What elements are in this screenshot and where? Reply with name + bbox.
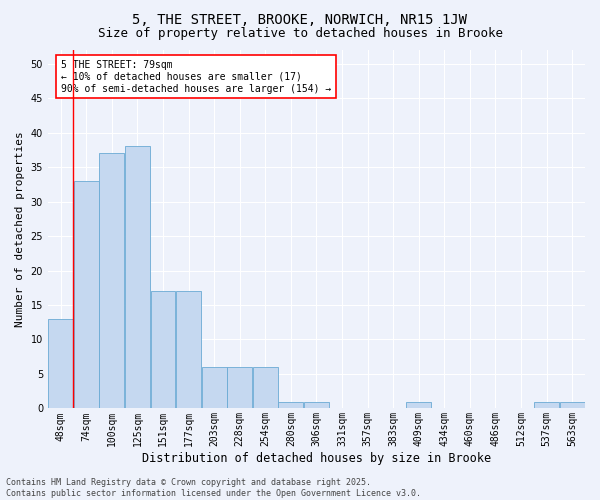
Bar bbox=[176, 291, 201, 408]
Bar bbox=[253, 367, 278, 408]
Text: Contains HM Land Registry data © Crown copyright and database right 2025.
Contai: Contains HM Land Registry data © Crown c… bbox=[6, 478, 421, 498]
Bar bbox=[202, 367, 227, 408]
Bar bbox=[74, 181, 98, 408]
Bar bbox=[151, 291, 175, 408]
Y-axis label: Number of detached properties: Number of detached properties bbox=[15, 132, 25, 327]
X-axis label: Distribution of detached houses by size in Brooke: Distribution of detached houses by size … bbox=[142, 452, 491, 465]
Bar bbox=[227, 367, 252, 408]
Bar bbox=[534, 402, 559, 408]
Bar bbox=[406, 402, 431, 408]
Text: 5, THE STREET, BROOKE, NORWICH, NR15 1JW: 5, THE STREET, BROOKE, NORWICH, NR15 1JW bbox=[133, 12, 467, 26]
Bar bbox=[560, 402, 584, 408]
Bar bbox=[49, 319, 73, 408]
Bar bbox=[278, 402, 303, 408]
Bar bbox=[100, 154, 124, 408]
Text: Size of property relative to detached houses in Brooke: Size of property relative to detached ho… bbox=[97, 28, 503, 40]
Bar bbox=[125, 146, 150, 408]
Bar bbox=[304, 402, 329, 408]
Text: 5 THE STREET: 79sqm
← 10% of detached houses are smaller (17)
90% of semi-detach: 5 THE STREET: 79sqm ← 10% of detached ho… bbox=[61, 60, 331, 94]
